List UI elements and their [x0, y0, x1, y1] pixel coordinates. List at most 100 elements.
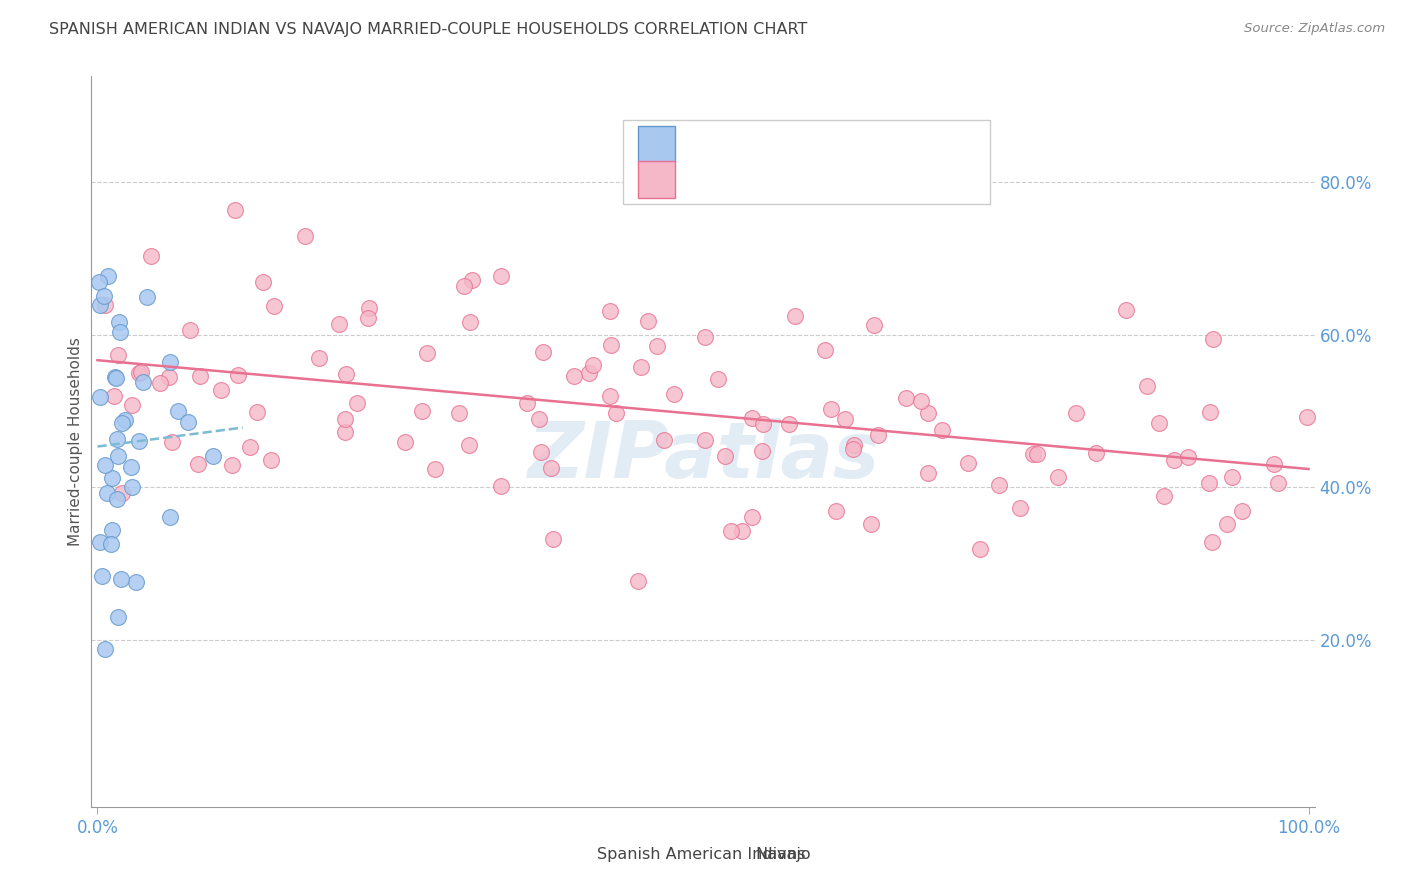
- Point: [139, 249, 162, 263]
- Point: [988, 477, 1011, 491]
- Point: [489, 479, 512, 493]
- Point: [411, 404, 433, 418]
- Point: [461, 273, 484, 287]
- Point: [1021, 447, 1043, 461]
- Point: [527, 412, 550, 426]
- Point: [125, 575, 148, 590]
- Point: [107, 449, 129, 463]
- Point: [1202, 332, 1225, 346]
- Point: [841, 442, 863, 457]
- Point: [599, 389, 621, 403]
- Point: [167, 403, 190, 417]
- Point: [1064, 406, 1087, 420]
- FancyBboxPatch shape: [703, 847, 747, 863]
- Text: SPANISH AMERICAN INDIAN VS NAVAJO MARRIED-COUPLE HOUSEHOLDS CORRELATION CHART: SPANISH AMERICAN INDIAN VS NAVAJO MARRIE…: [49, 22, 807, 37]
- Point: [100, 537, 122, 551]
- Point: [104, 370, 127, 384]
- Point: [1220, 470, 1243, 484]
- Point: [129, 365, 152, 379]
- Point: [741, 411, 763, 425]
- Point: [1046, 470, 1069, 484]
- FancyBboxPatch shape: [638, 161, 675, 198]
- Point: [335, 412, 357, 426]
- Point: [416, 345, 439, 359]
- Point: [1008, 500, 1031, 515]
- Point: [931, 423, 953, 437]
- Point: [834, 412, 856, 426]
- Text: Navajo: Navajo: [756, 847, 811, 863]
- Point: [1267, 476, 1289, 491]
- Point: [917, 466, 939, 480]
- Point: [94, 458, 117, 472]
- Point: [159, 510, 181, 524]
- Point: [1232, 504, 1254, 518]
- Point: [132, 375, 155, 389]
- Point: [135, 290, 157, 304]
- Point: [582, 358, 605, 372]
- Point: [731, 524, 754, 538]
- Point: [578, 366, 600, 380]
- FancyBboxPatch shape: [544, 847, 588, 863]
- Text: Source: ZipAtlas.com: Source: ZipAtlas.com: [1244, 22, 1385, 36]
- Point: [1216, 517, 1239, 532]
- Point: [449, 406, 471, 420]
- Point: [706, 372, 728, 386]
- Point: [201, 449, 224, 463]
- Point: [94, 298, 117, 312]
- Point: [866, 427, 889, 442]
- Point: [859, 516, 882, 531]
- Point: [1201, 534, 1223, 549]
- Point: [93, 642, 115, 657]
- Point: [239, 440, 262, 454]
- Point: [894, 391, 917, 405]
- Point: [252, 275, 274, 289]
- Point: [917, 406, 939, 420]
- Point: [110, 485, 132, 500]
- Point: [863, 318, 886, 333]
- Point: [333, 425, 356, 439]
- Point: [157, 370, 180, 384]
- Point: [89, 534, 111, 549]
- Point: [695, 433, 717, 447]
- Point: [1295, 409, 1317, 424]
- Point: [1147, 416, 1170, 430]
- Point: [110, 416, 132, 430]
- Point: [121, 398, 143, 412]
- Point: [121, 480, 143, 494]
- FancyBboxPatch shape: [638, 126, 675, 162]
- Point: [1198, 476, 1220, 491]
- Point: [531, 345, 554, 359]
- Point: [957, 456, 980, 470]
- Point: [814, 343, 837, 358]
- Point: [104, 369, 127, 384]
- Point: [783, 310, 806, 324]
- Point: [110, 573, 132, 587]
- Point: [394, 434, 416, 449]
- Point: [714, 449, 737, 463]
- Point: [910, 394, 932, 409]
- Point: [741, 510, 763, 524]
- Point: [105, 491, 128, 506]
- Point: [627, 574, 650, 588]
- Point: [100, 523, 122, 537]
- Point: [335, 367, 357, 381]
- Point: [103, 389, 125, 403]
- Point: [187, 457, 209, 471]
- Point: [89, 298, 111, 312]
- Text: R = -0.353   N = 113: R = -0.353 N = 113: [689, 170, 872, 189]
- Point: [605, 406, 627, 420]
- Point: [263, 299, 285, 313]
- Point: [97, 268, 120, 283]
- Point: [530, 445, 553, 459]
- Point: [460, 315, 482, 329]
- Point: [489, 269, 512, 284]
- Point: [969, 542, 991, 557]
- Point: [662, 386, 685, 401]
- Point: [693, 330, 716, 344]
- Point: [752, 417, 775, 431]
- Point: [177, 415, 200, 429]
- Point: [541, 532, 564, 546]
- Point: [1163, 453, 1185, 467]
- Point: [1026, 447, 1049, 461]
- Point: [1153, 489, 1175, 503]
